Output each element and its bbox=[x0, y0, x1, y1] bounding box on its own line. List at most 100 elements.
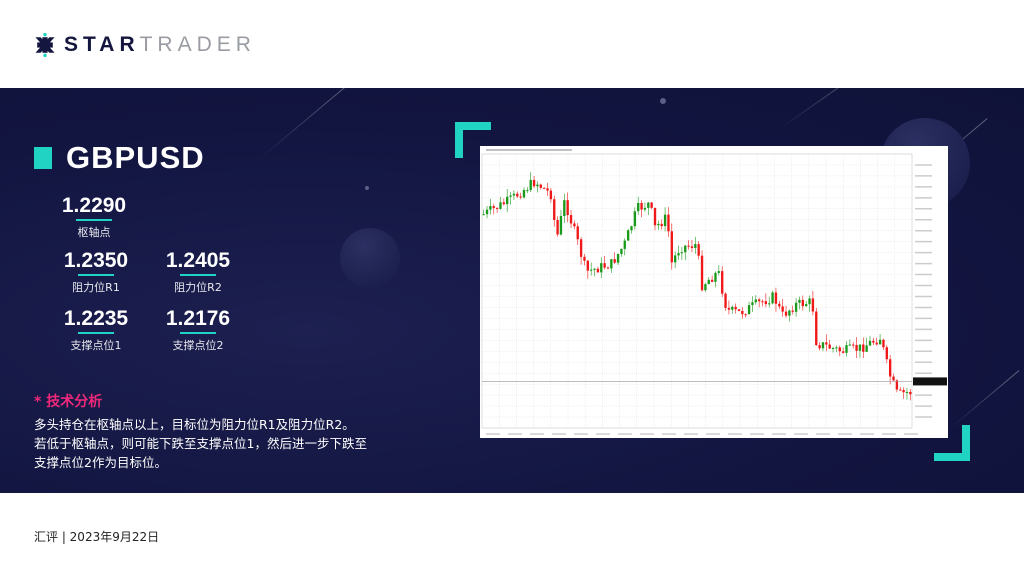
candle-body bbox=[492, 206, 495, 208]
candle-body bbox=[586, 260, 589, 271]
candle-body bbox=[831, 347, 835, 349]
candle-body bbox=[512, 193, 516, 196]
candle-body bbox=[737, 309, 741, 311]
candle-body bbox=[633, 211, 637, 227]
symbol-title: GBPUSD bbox=[34, 140, 205, 176]
candle-body bbox=[684, 245, 687, 253]
candle-body bbox=[687, 245, 690, 247]
s2-level: 1.2176 支撑点位2 bbox=[148, 307, 248, 353]
footer-date: 汇评 | 2023年9月22日 bbox=[34, 530, 160, 544]
candle-body bbox=[519, 196, 522, 198]
candle-body bbox=[603, 263, 606, 268]
candle-body bbox=[794, 302, 798, 312]
candle-body bbox=[506, 196, 509, 205]
candle-body bbox=[761, 301, 764, 303]
candle-body bbox=[596, 268, 600, 273]
candle-body bbox=[764, 301, 768, 305]
candle-body bbox=[509, 195, 512, 197]
analysis-panel: GBPUSD 1.2290 枢轴点 1.2350 阻力位R1 1.2405 阻力位R2… bbox=[0, 88, 1024, 493]
candle-body bbox=[855, 344, 858, 351]
candle-body bbox=[751, 302, 754, 306]
candle-body bbox=[744, 314, 747, 316]
candle-body bbox=[526, 190, 529, 192]
candle-body bbox=[590, 269, 593, 271]
pivot-level: 1.2290 枢轴点 bbox=[44, 194, 144, 240]
corner-bracket-bottom-right bbox=[934, 425, 970, 461]
candle-body bbox=[798, 299, 801, 303]
s1-level: 1.2235 支撑点位1 bbox=[46, 307, 146, 353]
candle-body bbox=[902, 390, 905, 393]
candle-body bbox=[677, 253, 680, 256]
candle-body bbox=[673, 255, 677, 263]
candle-body bbox=[643, 207, 647, 210]
logo-text-light: TRADER bbox=[139, 33, 256, 56]
candle-body bbox=[721, 271, 724, 294]
candle-body bbox=[704, 284, 707, 291]
candle-body bbox=[905, 391, 909, 393]
analysis-line: 若低于枢轴点，则可能下跌至支撑点位1，然后进一步下跌至 bbox=[34, 436, 367, 451]
startrader-logo: STAR TRADER bbox=[32, 32, 256, 58]
candle-body bbox=[616, 253, 620, 263]
candle-body bbox=[778, 303, 781, 307]
candle-body bbox=[724, 293, 727, 308]
analysis-heading: * 技术分析 bbox=[34, 394, 103, 410]
candle-body bbox=[731, 306, 734, 310]
candle-body bbox=[788, 310, 791, 316]
candle-body bbox=[818, 345, 821, 349]
candle-body bbox=[499, 202, 502, 209]
candle-body bbox=[771, 292, 774, 304]
r2-level: 1.2405 阻力位R2 bbox=[148, 249, 248, 295]
candle-body bbox=[828, 344, 831, 349]
logo-text-bold: STAR bbox=[64, 33, 140, 56]
candle-body bbox=[741, 310, 744, 315]
candle-body bbox=[623, 240, 626, 249]
candle-body bbox=[768, 303, 771, 305]
candle-body bbox=[714, 272, 717, 282]
candle-body bbox=[536, 184, 539, 187]
candle-body bbox=[532, 179, 536, 187]
candle-body bbox=[888, 359, 892, 377]
candle-body bbox=[559, 215, 563, 235]
candle-body bbox=[670, 231, 673, 263]
candle-body bbox=[680, 252, 684, 254]
candle-body bbox=[848, 344, 852, 346]
candle-body bbox=[593, 268, 596, 270]
candle-body bbox=[710, 279, 714, 282]
candle-body bbox=[576, 226, 579, 240]
candle-body bbox=[529, 179, 532, 191]
candle-body bbox=[700, 255, 704, 291]
analysis-line: 支撑点位2作为目标位。 bbox=[34, 455, 167, 470]
candle-body bbox=[566, 200, 569, 216]
candle-body bbox=[862, 344, 865, 352]
pivot-value: 1.2290 bbox=[61, 194, 127, 217]
r1-value: 1.2350 bbox=[63, 249, 129, 272]
candle-body bbox=[553, 199, 556, 220]
candle-body bbox=[805, 304, 808, 307]
r1-label: 阻力位R1 bbox=[72, 281, 120, 294]
pivot-label: 枢轴点 bbox=[77, 226, 111, 239]
s1-label: 支撑点位1 bbox=[70, 339, 122, 352]
candle-body bbox=[899, 389, 902, 391]
candle-body bbox=[660, 223, 663, 227]
s2-value: 1.2176 bbox=[165, 307, 231, 330]
candle-body bbox=[865, 345, 868, 352]
candle-body bbox=[640, 203, 643, 210]
candle-body bbox=[717, 271, 721, 273]
candle-body bbox=[610, 259, 613, 269]
candle-body bbox=[811, 298, 815, 312]
candle-body bbox=[821, 342, 825, 349]
candle-body bbox=[774, 292, 778, 304]
candle-body bbox=[815, 311, 818, 346]
candle-body bbox=[650, 202, 653, 208]
candle-body bbox=[852, 344, 855, 346]
candle-body bbox=[892, 376, 895, 381]
candle-body bbox=[569, 215, 573, 224]
candle-body bbox=[825, 342, 828, 345]
candle-body bbox=[482, 214, 485, 216]
candle-body bbox=[502, 202, 506, 205]
candle-body bbox=[573, 223, 576, 227]
candle-body bbox=[845, 345, 848, 353]
candle-body bbox=[495, 207, 499, 209]
candle-body bbox=[801, 299, 804, 307]
candle-body bbox=[549, 190, 553, 200]
